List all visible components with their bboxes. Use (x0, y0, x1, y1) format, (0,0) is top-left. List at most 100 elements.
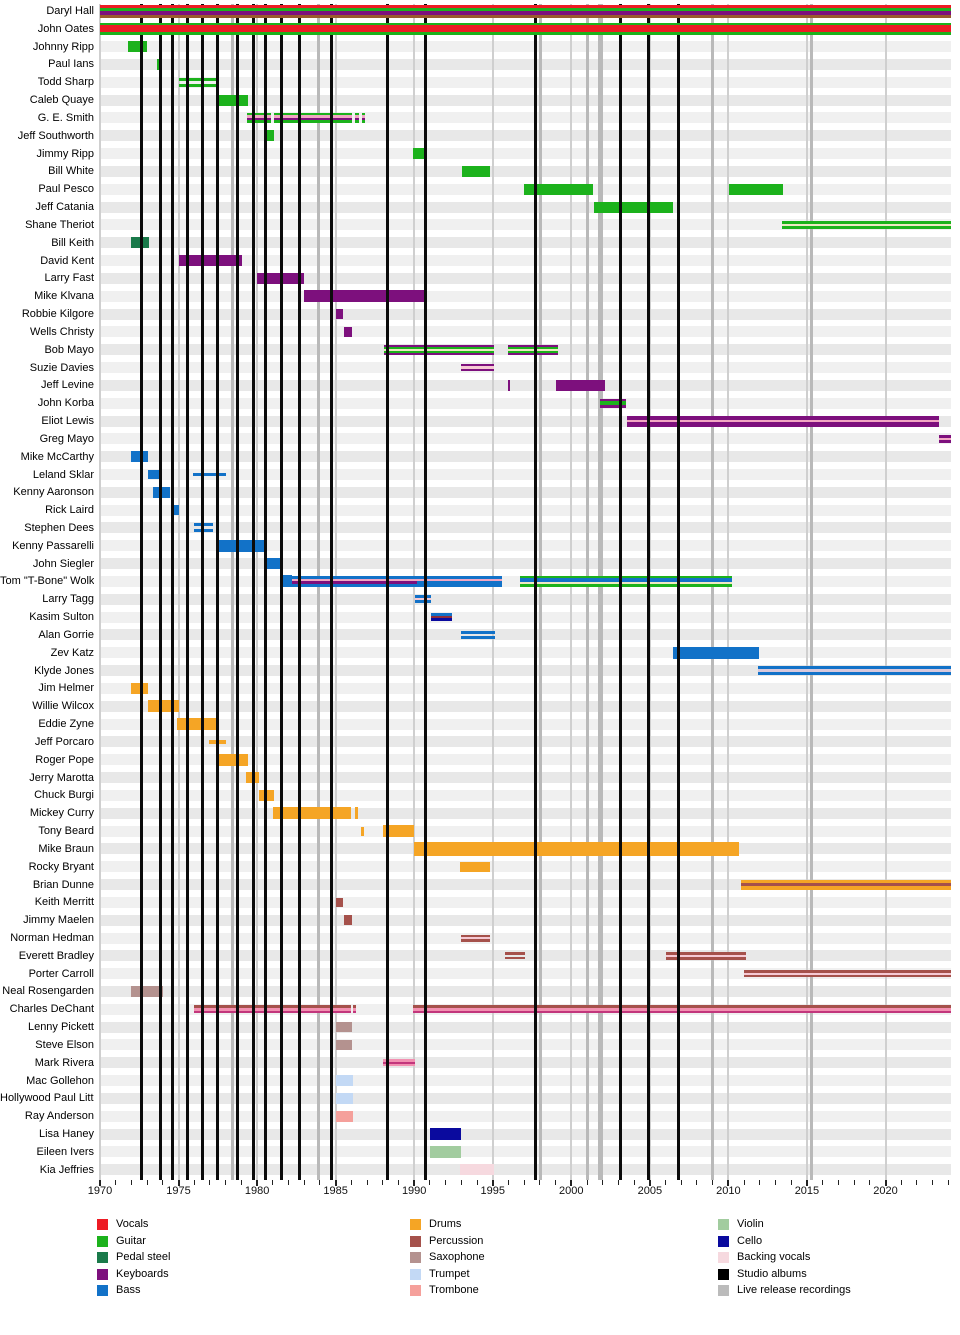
bar-stripe-drums (360, 826, 364, 836)
member-bar (131, 985, 163, 997)
bar-stripe-pink (273, 115, 353, 118)
bar-stripe-drums (354, 807, 359, 820)
live-release-line (586, 4, 590, 1180)
bar-stripe-bass (131, 451, 148, 463)
member-bar (281, 575, 292, 588)
legend-swatch-vocals (97, 1219, 108, 1230)
timeline-row-band (100, 1057, 952, 1069)
bar-stripe-bass (414, 595, 432, 599)
timeline-row-band (100, 415, 952, 427)
timeline-row-band (100, 772, 952, 784)
bar-stripe-guitar (355, 112, 360, 116)
timeline-row-band (100, 201, 952, 213)
timeline-row-band (100, 58, 952, 70)
member-label: Mike McCarthy (20, 450, 94, 463)
bar-stripe-bass (758, 666, 952, 670)
bar-stripe-keys (508, 344, 558, 347)
axis-tick-1986 (350, 1180, 352, 1185)
timeline-row-band (100, 379, 952, 391)
bar-stripe-guitar (462, 165, 490, 177)
member-bar (216, 94, 248, 106)
live-release-line (597, 4, 601, 1180)
timeline-row-band (100, 219, 952, 231)
bar-stripe-perc (505, 956, 525, 960)
member-bar (336, 309, 344, 320)
legend-swatch-studio-albums (718, 1268, 729, 1280)
axis-tick-1978 (225, 1180, 227, 1185)
bar-stripe-guitar (781, 220, 952, 224)
legend-swatch-live-release-recordings (718, 1285, 729, 1297)
axis-tick-2007 (680, 1180, 682, 1185)
live-release-line (711, 4, 715, 1180)
axis-tick-1974 (162, 1180, 164, 1185)
bar-stripe-trumpet (335, 1092, 353, 1104)
member-label: Jimmy Maelen (23, 914, 94, 927)
bar-stripe-perc (336, 897, 344, 907)
bar-stripe-cream (781, 223, 952, 226)
member-bar (594, 201, 674, 213)
studio-album-line (646, 4, 650, 1180)
bar-stripe-keys (384, 344, 495, 347)
timeline-row-band (100, 647, 952, 659)
bar-stripe-keys (555, 379, 606, 391)
axis-tick-2019 (869, 1180, 871, 1185)
axis-tick-1976 (193, 1180, 195, 1185)
axis-tick-1979 (240, 1180, 242, 1185)
bar-stripe-bass (217, 539, 265, 552)
member-bar (729, 183, 784, 195)
bar-stripe-guitar (216, 94, 248, 106)
timeline-row-band (100, 985, 952, 997)
axis-tick-2001 (586, 1180, 588, 1185)
member-bar (264, 558, 280, 570)
bar-stripe-perc (744, 974, 952, 978)
timeline-row-band (100, 41, 952, 53)
bar-stripe-keys (461, 363, 495, 366)
bar-stripe-magenta (413, 1010, 952, 1014)
timeline-row-band (100, 540, 952, 552)
gridline-1980 (256, 4, 259, 1180)
bar-stripe-violin (429, 1145, 462, 1158)
legend-label-bass: Bass (116, 1284, 141, 1297)
member-label: Jerry Marotta (29, 771, 94, 784)
timeline-row-band (100, 968, 952, 980)
bar-stripe-bass (417, 575, 503, 579)
member-bar (360, 826, 364, 836)
bar-stripe-guitar (273, 120, 353, 123)
legend-label-trombone: Trombone (429, 1284, 479, 1297)
axis-tick-2005 (648, 1180, 651, 1186)
member-label: Leland Sklar (32, 468, 94, 481)
timeline-row-band (100, 789, 952, 801)
axis-tick-2022 (916, 1180, 918, 1185)
member-label: Chuck Burgi (34, 789, 94, 802)
bar-stripe-perc (194, 1005, 352, 1008)
bar-stripe-pink (938, 437, 952, 440)
timeline-row-band (100, 896, 952, 908)
bar-stripe-keys (507, 379, 511, 391)
timeline-row-band (100, 825, 952, 837)
live-release-line (600, 4, 604, 1180)
member-label: Tony Beard (38, 825, 94, 838)
bar-stripe-guitar (178, 77, 218, 81)
bar-stripe-magenta (194, 1010, 352, 1014)
bar-stripe-pink (627, 419, 939, 422)
studio-album-line (170, 4, 174, 1180)
legend-label-saxophone: Saxophone (429, 1251, 485, 1264)
timeline-row-band (100, 451, 952, 463)
member-label: Kenny Passarelli (12, 539, 94, 552)
bar-stripe-trombone (335, 1110, 353, 1122)
studio-album-line (618, 4, 622, 1180)
member-label: Daryl Hall (46, 5, 94, 17)
axis-tick-2018 (853, 1180, 855, 1185)
member-bar (291, 575, 418, 587)
bar-stripe-pink (361, 115, 366, 118)
legend-swatch-guitar (97, 1235, 108, 1247)
bar-stripe-pinkpale (460, 937, 490, 939)
member-label: Jim Helmer (38, 682, 94, 695)
axis-tick-1990 (413, 1180, 416, 1186)
axis-tick-1996 (507, 1180, 509, 1185)
timeline-row-band (100, 665, 952, 677)
axis-tick-1982 (288, 1180, 290, 1185)
timeline-row-band (100, 397, 952, 409)
axis-tick-2020 (884, 1180, 887, 1186)
member-bar (519, 576, 732, 587)
